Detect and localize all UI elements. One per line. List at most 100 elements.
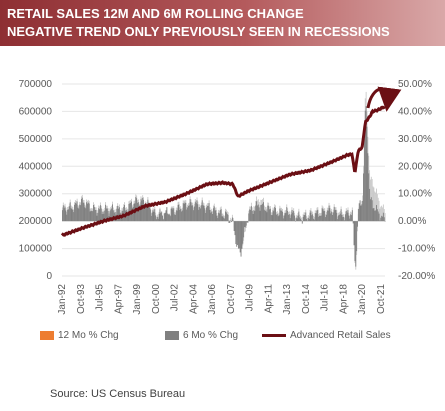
bar [252,213,254,222]
bar [147,199,149,222]
legend-swatch-12mo [40,331,54,340]
bar [349,215,351,222]
bar [380,217,382,222]
bar [243,221,245,238]
series-6mo-bars [62,106,386,267]
bar [200,205,202,222]
bar [274,207,276,222]
bar [79,204,81,222]
bar [248,213,250,222]
bar [381,215,383,222]
bar [371,200,373,222]
bar [300,220,302,222]
left-axis-tick-label: 100000 [19,244,53,255]
bar [250,209,251,222]
bar [71,209,73,222]
bar [211,211,213,222]
bar [68,209,69,222]
bar [244,221,245,228]
bar [324,210,326,222]
bar [184,202,186,222]
bar [231,217,233,222]
bar [225,212,227,222]
bar [192,205,194,222]
bar [132,206,134,222]
bar [337,219,339,222]
bar [78,208,80,222]
bar [77,207,79,222]
bar [201,200,203,222]
bar [170,208,172,222]
bar [333,206,335,222]
bar [275,208,276,222]
bar [65,210,67,222]
right-axis-tick-label: -20.00% [398,271,435,282]
bar [383,217,385,222]
bar [106,208,108,222]
bar [175,210,177,222]
bar [116,208,118,222]
bar [99,205,101,222]
bar [182,203,184,222]
bar [206,207,207,222]
bar [126,211,128,222]
bar [127,211,129,222]
bar [84,207,86,222]
bar [208,203,210,222]
bar [222,216,224,222]
bar [286,207,288,222]
bar [239,221,241,253]
legend-label-6mo: 6 Mo % Chg [183,330,239,341]
bar [156,216,158,222]
bar [70,208,72,222]
bar [279,208,281,222]
legend-label-retail-sales: Advanced Retail Sales [290,330,391,341]
bar [319,215,321,222]
bar [228,221,230,223]
bar [158,213,160,222]
bar [382,216,383,222]
bar [231,221,232,223]
bar [322,209,324,222]
bar [214,210,216,222]
bar [300,216,302,222]
bar [381,205,383,222]
bar [266,212,268,222]
bar [238,221,240,249]
bar [348,215,350,222]
bar [236,221,238,247]
bar [281,210,283,222]
bar [223,217,225,222]
bar [360,205,362,222]
bar [107,210,109,222]
bar [93,207,95,222]
bar [80,199,82,222]
x-axis-tick-label: Jan-99 [132,284,143,315]
bar [207,205,209,222]
bar [232,220,234,222]
right-axis-tick-label: 0.00% [398,216,426,227]
bar [358,203,360,222]
bar [378,213,380,222]
bar [257,204,259,222]
bar [250,206,252,222]
bar [338,215,339,222]
bar [118,208,119,222]
bar [88,203,90,222]
bar [154,209,156,222]
bar [82,202,84,222]
bar [234,221,236,236]
bar [271,215,273,222]
bar [305,212,307,222]
bar [180,208,182,222]
bar [376,209,378,222]
series-12mo-bars [62,91,386,270]
bar [277,216,279,222]
bar [272,210,274,222]
bar [230,217,232,222]
bar [141,200,143,222]
left-axis-tick-label: 700000 [19,79,53,90]
bar [265,210,267,222]
bar [343,216,345,222]
bar [357,221,358,227]
